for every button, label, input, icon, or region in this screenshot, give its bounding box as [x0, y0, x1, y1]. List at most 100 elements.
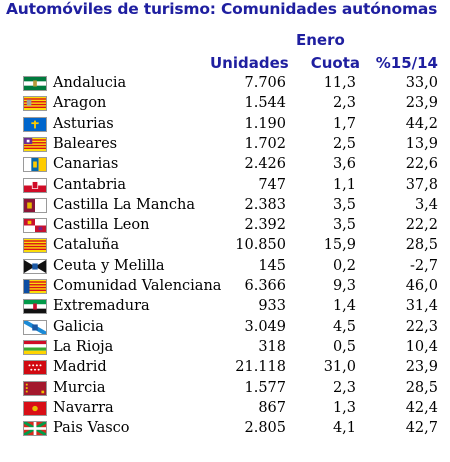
pct-cell: 31,4	[405, 298, 438, 315]
pct-cell: 33,0	[405, 75, 438, 91]
table-row: Pais Vasco 2.805 4,1 42,7	[0, 418, 450, 438]
community-name: Cantabria	[53, 176, 127, 193]
unidades-cell: 2.426	[244, 156, 286, 173]
table-row: La Rioja 318 0,5 10,4	[0, 337, 450, 357]
cuota-cell: 2,3	[332, 379, 356, 396]
cuota-cell: 1,4	[332, 298, 356, 315]
pct-cell: 22,6	[405, 156, 438, 173]
pct-cell: 3,4	[414, 196, 438, 213]
pct-cell: 28,5	[405, 237, 438, 254]
column-header-pct: %15/14	[375, 54, 438, 72]
galicia-flag-icon	[23, 319, 47, 335]
castilla-leon-flag-icon	[23, 218, 47, 234]
unidades-cell: 933	[258, 298, 286, 315]
community-name: Cataluña	[53, 237, 120, 254]
community-name: Galicia	[53, 318, 104, 335]
cuota-cell: 31,0	[323, 359, 356, 376]
unidades-cell: 1.544	[244, 95, 286, 112]
community-name: Aragon	[53, 95, 107, 112]
cuota-cell: 15,9	[323, 237, 356, 254]
cuota-cell: 4,5	[332, 318, 356, 335]
table-row: Cantabria 747 1,1 37,8	[0, 175, 450, 195]
table-row: Baleares 1.702 2,5 13,9	[0, 134, 450, 154]
table-row: Navarra 867 1,3 42,4	[0, 398, 450, 418]
table-row: Castilla Leon 2.392 3,5 22,2	[0, 215, 450, 235]
madrid-flag-icon	[23, 360, 47, 376]
community-name: Extremadura	[53, 298, 150, 315]
pct-cell: 13,9	[405, 135, 438, 152]
cuota-cell: 3,5	[332, 217, 356, 234]
unidades-cell: 1.577	[244, 379, 286, 396]
murcia-flag-icon	[23, 380, 47, 396]
community-name: Navarra	[53, 399, 114, 416]
cuota-cell: 0,5	[332, 338, 356, 355]
cantabria-flag-icon	[23, 177, 47, 193]
pct-cell: 22,3	[405, 318, 438, 335]
column-header-unidades: Unidades	[210, 54, 289, 72]
cuota-cell: 2,3	[332, 95, 356, 112]
community-name: Pais Vasco	[53, 420, 130, 437]
valencia-flag-icon	[23, 279, 47, 294]
pct-cell: 46,0	[405, 278, 438, 294]
andalucia-flag-icon	[23, 76, 47, 91]
community-name: Murcia	[53, 379, 106, 396]
community-name: La Rioja	[53, 338, 114, 355]
pais-vasco-flag-icon	[23, 421, 47, 437]
community-name: Comunidad Valenciana	[53, 278, 222, 294]
pct-cell: 42,7	[405, 420, 438, 437]
baleares-flag-icon	[23, 136, 47, 152]
table-row: Canarias 2.426 3,6 22,6	[0, 154, 450, 174]
unidades-cell: 2.805	[244, 420, 286, 437]
table-row: Comunidad Valenciana 6.366 9,3 46,0	[0, 276, 450, 296]
page-title: Automóviles de turismo: Comunidades autó…	[6, 0, 438, 18]
ceuta-flag-icon	[23, 258, 47, 274]
cuota-cell: 0,2	[332, 257, 356, 274]
pct-cell: 42,4	[405, 399, 438, 416]
asturias-flag-icon	[23, 116, 47, 132]
column-header-cuota: Cuota	[310, 54, 360, 72]
cuota-cell: 1,7	[332, 115, 356, 132]
unidades-cell: 6.366	[244, 278, 286, 294]
table-row: Andalucia 7.706 11,3 33,0	[0, 73, 450, 93]
unidades-cell: 1.190	[244, 115, 286, 132]
unidades-cell: 747	[258, 176, 286, 193]
month-header: Enero	[296, 31, 345, 49]
pct-cell: 10,4	[405, 338, 438, 355]
table-row: Cataluña 10.850 15,9 28,5	[0, 235, 450, 255]
pct-cell: -2,7	[410, 257, 438, 274]
cuota-cell: 4,1	[332, 420, 356, 437]
pct-cell: 22,2	[405, 217, 438, 234]
community-name: Baleares	[53, 135, 118, 152]
pct-cell: 44,2	[405, 115, 438, 132]
table-row: Galicia 3.049 4,5 22,3	[0, 317, 450, 337]
cuota-cell: 1,3	[332, 399, 356, 416]
la-rioja-flag-icon	[23, 339, 47, 355]
cataluna-flag-icon	[23, 238, 47, 254]
table-row: Castilla La Mancha 2.383 3,5 3,4	[0, 195, 450, 215]
cuota-cell: 3,6	[332, 156, 356, 173]
cuota-cell: 2,5	[332, 135, 356, 152]
unidades-cell: 867	[258, 399, 286, 416]
pct-cell: 37,8	[405, 176, 438, 193]
community-name: Castilla La Mancha	[53, 196, 195, 213]
aragon-flag-icon	[23, 96, 47, 112]
unidades-cell: 145	[258, 257, 286, 274]
community-name: Castilla Leon	[53, 217, 150, 234]
cuota-cell: 1,1	[332, 176, 356, 193]
cuota-cell: 11,3	[323, 75, 356, 91]
extremadura-flag-icon	[23, 299, 47, 315]
community-name: Andalucia	[53, 75, 127, 91]
pct-cell: 23,9	[405, 359, 438, 376]
table-row: Asturias 1.190 1,7 44,2	[0, 114, 450, 134]
community-name: Asturias	[53, 115, 114, 132]
unidades-cell: 318	[258, 338, 286, 355]
table-row: Extremadura 933 1,4 31,4	[0, 296, 450, 316]
unidades-cell: 21.118	[235, 359, 286, 376]
unidades-cell: 3.049	[244, 318, 286, 335]
community-name: Canarias	[53, 156, 119, 173]
castilla-la-mancha-flag-icon	[23, 197, 47, 213]
table-row: Madrid 21.118 31,0 23,9	[0, 357, 450, 377]
unidades-cell: 2.383	[244, 196, 286, 213]
canarias-flag-icon	[23, 157, 47, 173]
community-name: Madrid	[53, 359, 107, 376]
